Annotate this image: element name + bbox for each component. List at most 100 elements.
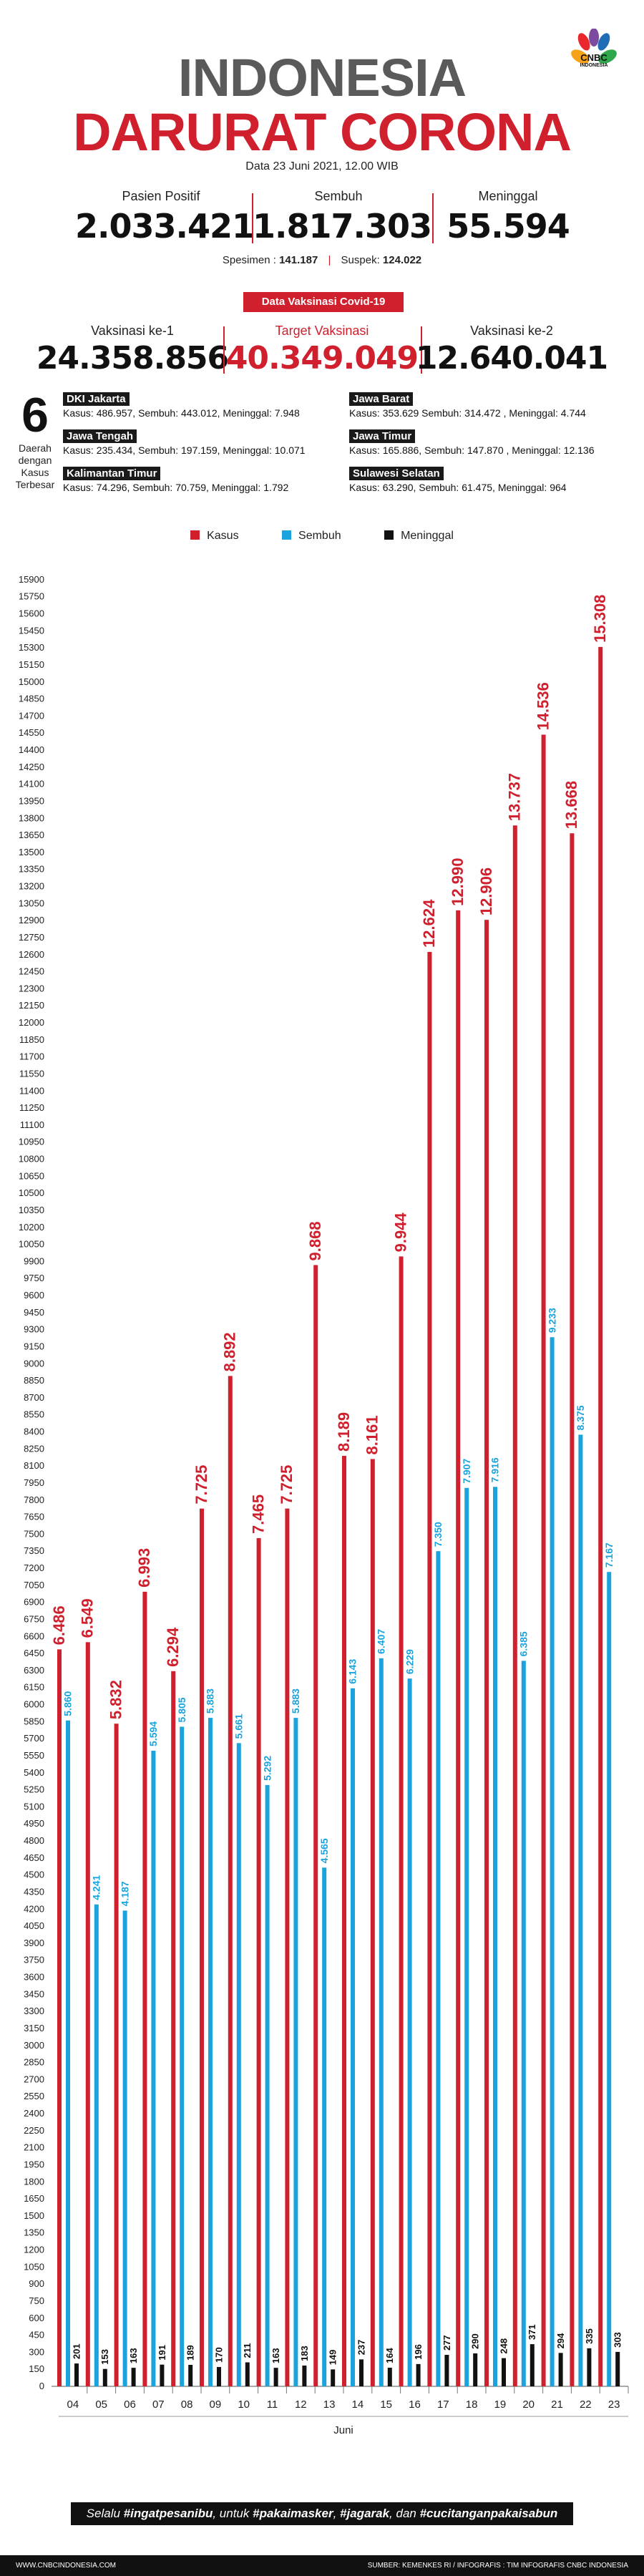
y-tick-label: 1050	[24, 2261, 44, 2272]
data-label-kasus: 8.161	[364, 1415, 381, 1454]
data-label-meninggal: 191	[157, 2345, 167, 2361]
bar-meninggal	[217, 2367, 221, 2386]
bar-meninggal	[615, 2351, 620, 2386]
vaccination-title: Data Vaksinasi Covid-19	[243, 292, 404, 312]
bar-meninggal	[74, 2363, 79, 2386]
y-tick-label: 6150	[24, 1682, 44, 1693]
bar-sembuh	[436, 1551, 441, 2386]
divider	[252, 193, 253, 243]
y-tick-label: 13050	[19, 898, 44, 908]
bar-meninggal	[359, 2359, 364, 2386]
y-tick-label: 9900	[24, 1255, 44, 1266]
x-tick-label: 08	[181, 2398, 193, 2411]
data-label-meninggal: 211	[242, 2343, 253, 2358]
y-tick-label: 8400	[24, 1426, 44, 1437]
data-label-kasus: 6.486	[50, 1605, 68, 1645]
bar-sembuh	[236, 1743, 241, 2386]
y-tick-label: 3600	[24, 1972, 44, 1983]
title-line-1: INDONESIA	[177, 48, 467, 107]
bar-meninggal	[444, 2355, 449, 2386]
data-label-meninggal: 196	[413, 2344, 424, 2360]
y-tick-label: 8250	[24, 1443, 44, 1454]
data-label-meninggal: 237	[356, 2340, 366, 2356]
y-tick-label: 15900	[19, 574, 44, 585]
bar-kasus	[285, 1508, 290, 2386]
y-tick-label: 13800	[19, 812, 44, 823]
y-tick-label: 7500	[24, 1528, 44, 1539]
region-name: Sulawesi Selatan	[349, 467, 444, 480]
data-label-kasus: 6.549	[79, 1598, 97, 1638]
hashtag: #ingatpesanibu	[123, 2507, 213, 2520]
data-label-sembuh: 5.594	[147, 1721, 159, 1746]
deaths-stat: Meninggal 55.594	[422, 189, 594, 246]
y-tick-label: 5400	[24, 1767, 44, 1778]
x-tick-label: 10	[238, 2398, 250, 2411]
bar-kasus	[399, 1256, 404, 2386]
x-tick-label: 07	[152, 2398, 165, 2411]
y-tick-label: 8700	[24, 1392, 44, 1403]
bottom-bar: WWW.CNBCINDONESIA.COM SUMBER: KEMENKES R…	[0, 2555, 644, 2576]
data-label-kasus: 7.725	[278, 1465, 296, 1505]
y-tick-label: 3300	[24, 2006, 44, 2016]
y-tick-label: 4650	[24, 1852, 44, 1863]
bar-meninggal	[502, 2358, 506, 2386]
region-name: Jawa Timur	[349, 429, 416, 443]
y-tick-label: 1650	[24, 2193, 44, 2204]
data-label-sembuh: 6.407	[376, 1629, 387, 1654]
bar-kasus	[200, 1508, 204, 2386]
y-tick-label: 300	[29, 2346, 44, 2357]
y-tick-label: 1950	[24, 2159, 44, 2169]
y-tick-label: 12450	[19, 966, 44, 977]
bar-kasus	[370, 1459, 375, 2386]
data-label-meninggal: 170	[213, 2347, 224, 2363]
data-label-sembuh: 7.916	[489, 1457, 501, 1482]
y-tick-label: 600	[29, 2313, 44, 2323]
data-label-kasus: 12.624	[420, 899, 438, 948]
data-label-sembuh: 8.375	[575, 1405, 586, 1430]
region-name: Jawa Barat	[349, 392, 414, 406]
positive-value: 2.033.421	[75, 207, 255, 246]
data-label-kasus: 14.536	[534, 682, 552, 730]
bar-meninggal	[558, 2353, 563, 2386]
bar-kasus	[512, 825, 517, 2386]
region-detail: Kasus: 63.290, Sembuh: 61.475, Meninggal…	[349, 482, 567, 493]
y-tick-label: 13200	[19, 881, 44, 892]
y-tick-label: 1500	[24, 2210, 44, 2221]
source-credit: SUMBER: KEMENKES RI / INFOGRAFIS : TIM I…	[367, 2562, 628, 2570]
x-tick-label: 05	[95, 2398, 107, 2411]
y-tick-label: 10350	[19, 1205, 44, 1215]
bar-kasus	[142, 1591, 147, 2386]
y-tick-label: 7200	[24, 1562, 44, 1573]
region-detail: Kasus: 486.957, Sembuh: 443.012, Meningg…	[63, 407, 300, 419]
y-tick-label: 2400	[24, 2108, 44, 2119]
region-detail: Kasus: 74.296, Sembuh: 70.759, Meninggal…	[63, 482, 289, 493]
y-tick-label: 12000	[19, 1017, 44, 1028]
deaths-value: 55.594	[447, 207, 570, 246]
data-label-sembuh: 5.883	[290, 1688, 301, 1714]
bar-chart-svg: 0 150 300 450 600 750 900 1050 1200 1350 1500 1650 1…	[19, 574, 629, 2436]
positive-label: Pasien Positif	[122, 189, 200, 203]
data-label-sembuh: 7.907	[461, 1459, 472, 1484]
data-label-meninggal: 371	[527, 2324, 537, 2340]
bar-meninggal	[188, 2364, 193, 2386]
data-label-sembuh: 5.860	[62, 1691, 74, 1716]
y-tick-label: 7650	[24, 1512, 44, 1522]
y-tick-label: 6600	[24, 1630, 44, 1641]
slogan-text: , dan	[389, 2507, 420, 2520]
data-label-sembuh: 5.805	[176, 1697, 187, 1722]
positive-stat: Pasien Positif 2.033.421	[75, 189, 255, 246]
x-tick-label: 21	[551, 2398, 563, 2411]
bar-kasus	[57, 1649, 62, 2386]
data-date: Data 23 Juni 2021, 12.00 WIB	[245, 160, 399, 172]
y-tick-label: 0	[39, 2381, 44, 2391]
y-tick-label: 5100	[24, 1801, 44, 1812]
bar-sembuh	[322, 1867, 327, 2386]
recovered-stat: Sembuh 1.817.303	[253, 189, 432, 246]
x-tick-label: 12	[295, 2398, 307, 2411]
y-tick-label: 8850	[24, 1375, 44, 1386]
bar-sembuh	[122, 1910, 127, 2386]
legend-item-meninggal: Meninggal	[384, 530, 454, 543]
slogan-pill: Selalu #ingatpesanibu, untuk #pakaimaske…	[70, 2502, 574, 2525]
y-tick-label: 6000	[24, 1699, 44, 1710]
data-label-sembuh: 5.292	[261, 1756, 273, 1781]
